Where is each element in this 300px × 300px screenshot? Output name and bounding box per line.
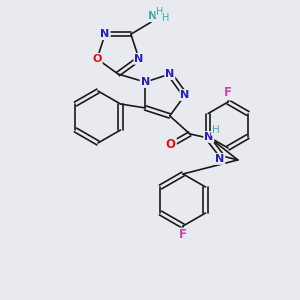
Text: N: N (141, 77, 150, 87)
Text: N: N (148, 11, 158, 21)
Text: N: N (180, 90, 190, 100)
Text: N: N (134, 54, 143, 64)
Text: N: N (204, 132, 213, 142)
Text: H: H (162, 13, 169, 23)
Text: H: H (212, 125, 220, 135)
Text: N: N (215, 154, 224, 164)
Text: N: N (100, 29, 110, 39)
Text: O: O (166, 138, 176, 152)
Text: O: O (92, 54, 102, 64)
Text: N: N (165, 69, 174, 79)
Text: H: H (156, 7, 164, 17)
Text: F: F (224, 86, 232, 100)
Text: F: F (179, 229, 187, 242)
